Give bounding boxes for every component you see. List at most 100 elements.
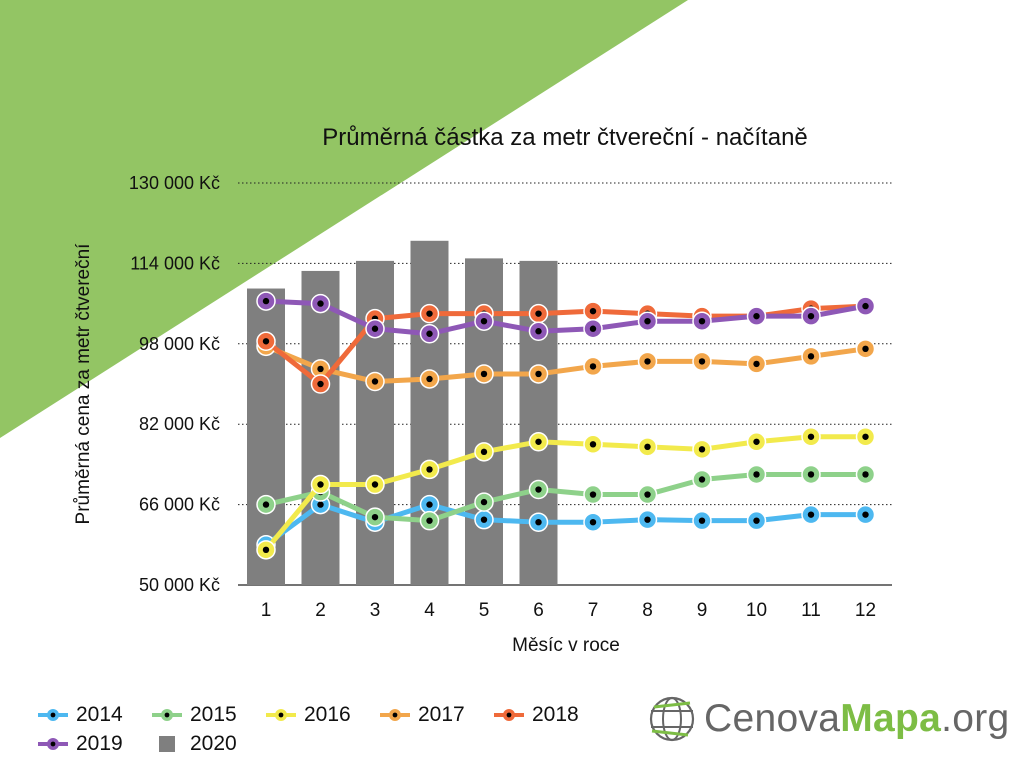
logo: CenovaMapa.org [644, 688, 1014, 750]
point-center-2016-month-3 [371, 481, 379, 488]
point-center-2016-month-11 [807, 433, 815, 440]
point-center-2019-month-6 [535, 328, 542, 335]
point-center-2015-month-3 [371, 513, 379, 521]
point-center-2017-month-6 [535, 370, 542, 378]
legend-label-2016: 2016 [304, 703, 351, 726]
point-center-2014-month-4 [426, 501, 433, 508]
legend-marker-2017 [380, 709, 410, 721]
point-center-2018-month-4 [426, 310, 433, 317]
point-center-2015-month-8 [644, 491, 651, 498]
x-axis-label: Měsíc v roce [512, 635, 620, 656]
point-center-2014-month-6 [535, 518, 542, 526]
series-2017 [256, 336, 876, 392]
y-tick-label-66000: 66 000 Kč [139, 495, 220, 515]
y-tick-label-82000: 82 000 Kč [139, 414, 220, 434]
point-center-2017-month-3 [371, 378, 379, 385]
point-center-2017-month-10 [753, 360, 760, 368]
legend-marker-2016 [266, 709, 296, 721]
point-center-2018-month-2 [317, 380, 324, 388]
legend-marker-2020 [159, 736, 175, 752]
x-tick-labels: 1 2 3 4 5 6 7 8 9 10 11 12 [261, 600, 876, 621]
x-tick-label-4: 4 [424, 600, 435, 621]
point-center-2017-month-7 [589, 363, 597, 370]
background-green-triangle [0, 0, 688, 438]
point-center-2017-month-2 [317, 365, 324, 373]
chart-title: Průměrná částka za metr čtvereční - načí… [322, 124, 808, 151]
point-center-2014-month-9 [698, 517, 706, 524]
point-center-2014-month-7 [589, 518, 597, 526]
point-center-2014-month-10 [753, 517, 760, 524]
point-center-2014-month-12 [862, 511, 869, 518]
x-tick-label-10: 10 [746, 600, 767, 621]
x-tick-label-6: 6 [533, 600, 544, 621]
legend-item-2019[interactable]: 2019 [36, 731, 123, 757]
legend-item-2018[interactable]: 2018 [492, 702, 579, 728]
logo-text-mapa: Mapa [840, 697, 942, 740]
series-2015 [256, 464, 876, 531]
x-tick-label-2: 2 [315, 600, 326, 621]
point-center-2017-month-12 [862, 345, 869, 353]
point-center-2016-month-7 [589, 441, 597, 448]
x-tick-label-9: 9 [697, 600, 708, 621]
logo-text-cenova: Cenova [704, 697, 841, 740]
point-center-2016-month-8 [644, 443, 651, 451]
point-center-2019-month-4 [426, 330, 433, 337]
point-center-2016-month-1 [262, 546, 270, 554]
y-tick-label-114000: 114 000 Kč [130, 253, 220, 273]
x-tick-label-11: 11 [801, 600, 821, 621]
point-center-2015-month-1 [262, 501, 270, 508]
y-tick-labels: 50 000 Kč 66 000 Kč 82 000 Kč 98 000 Kč 114 … [129, 173, 220, 595]
point-center-2015-month-9 [698, 476, 706, 483]
legend-label-2018: 2018 [532, 703, 579, 726]
bars-2020 [247, 240, 558, 585]
point-center-2016-month-9 [698, 446, 706, 453]
point-center-2016-month-10 [753, 438, 760, 445]
point-center-2016-month-6 [535, 438, 542, 445]
series-2019 [256, 291, 876, 344]
point-center-2015-month-12 [862, 471, 869, 478]
point-center-2019-month-3 [371, 325, 379, 332]
point-center-2016-month-2 [317, 481, 324, 488]
point-center-2014-month-2 [317, 501, 324, 508]
legend-marker-2015 [152, 709, 182, 721]
series-2018 [256, 296, 876, 394]
point-center-2017-month-8 [644, 358, 651, 365]
x-tick-label-12: 12 [855, 600, 876, 621]
legend-item-2014[interactable]: 2014 [36, 702, 123, 728]
point-center-2016-month-5 [480, 448, 488, 456]
y-axis-label: Průměrná cena za metr čtvereční [73, 243, 94, 525]
point-center-2019-month-12 [862, 302, 869, 310]
legend-marker-2019 [38, 738, 68, 750]
point-center-2015-month-10 [753, 471, 760, 478]
point-center-2017-month-5 [480, 370, 488, 378]
point-center-2018-month-6 [535, 310, 542, 317]
point-center-2014-month-5 [480, 516, 488, 523]
series-line-2019 [263, 298, 868, 337]
legend-item-2020[interactable]: 2020 [150, 731, 237, 757]
legend-label-2015: 2015 [190, 703, 237, 726]
point-center-2014-month-8 [644, 516, 651, 523]
legend-label-2017: 2017 [418, 703, 465, 726]
point-center-2017-month-11 [807, 353, 815, 360]
legend-item-2017[interactable]: 2017 [378, 702, 465, 728]
legend-item-2016[interactable]: 2016 [264, 702, 351, 728]
point-center-2019-month-11 [807, 312, 815, 320]
x-tick-label-3: 3 [370, 600, 381, 621]
point-center-2019-month-8 [644, 317, 651, 325]
point-center-2019-month-2 [317, 300, 324, 307]
point-center-2018-month-7 [589, 307, 597, 315]
legend-item-2015[interactable]: 2015 [150, 702, 237, 728]
point-center-2019-month-7 [589, 325, 597, 332]
legend-label-2014: 2014 [76, 703, 123, 726]
bar-2020-month-2 [301, 270, 340, 585]
series-line-2017 [263, 343, 868, 384]
point-center-2016-month-4 [426, 466, 433, 473]
point-center-2015-month-11 [807, 471, 815, 478]
x-tick-label-7: 7 [588, 600, 599, 621]
point-center-2015-month-7 [589, 491, 597, 498]
x-tick-label-8: 8 [642, 600, 653, 621]
legend-label-2020: 2020 [190, 732, 237, 755]
point-center-2019-month-5 [480, 317, 488, 325]
series-lines [256, 291, 876, 560]
